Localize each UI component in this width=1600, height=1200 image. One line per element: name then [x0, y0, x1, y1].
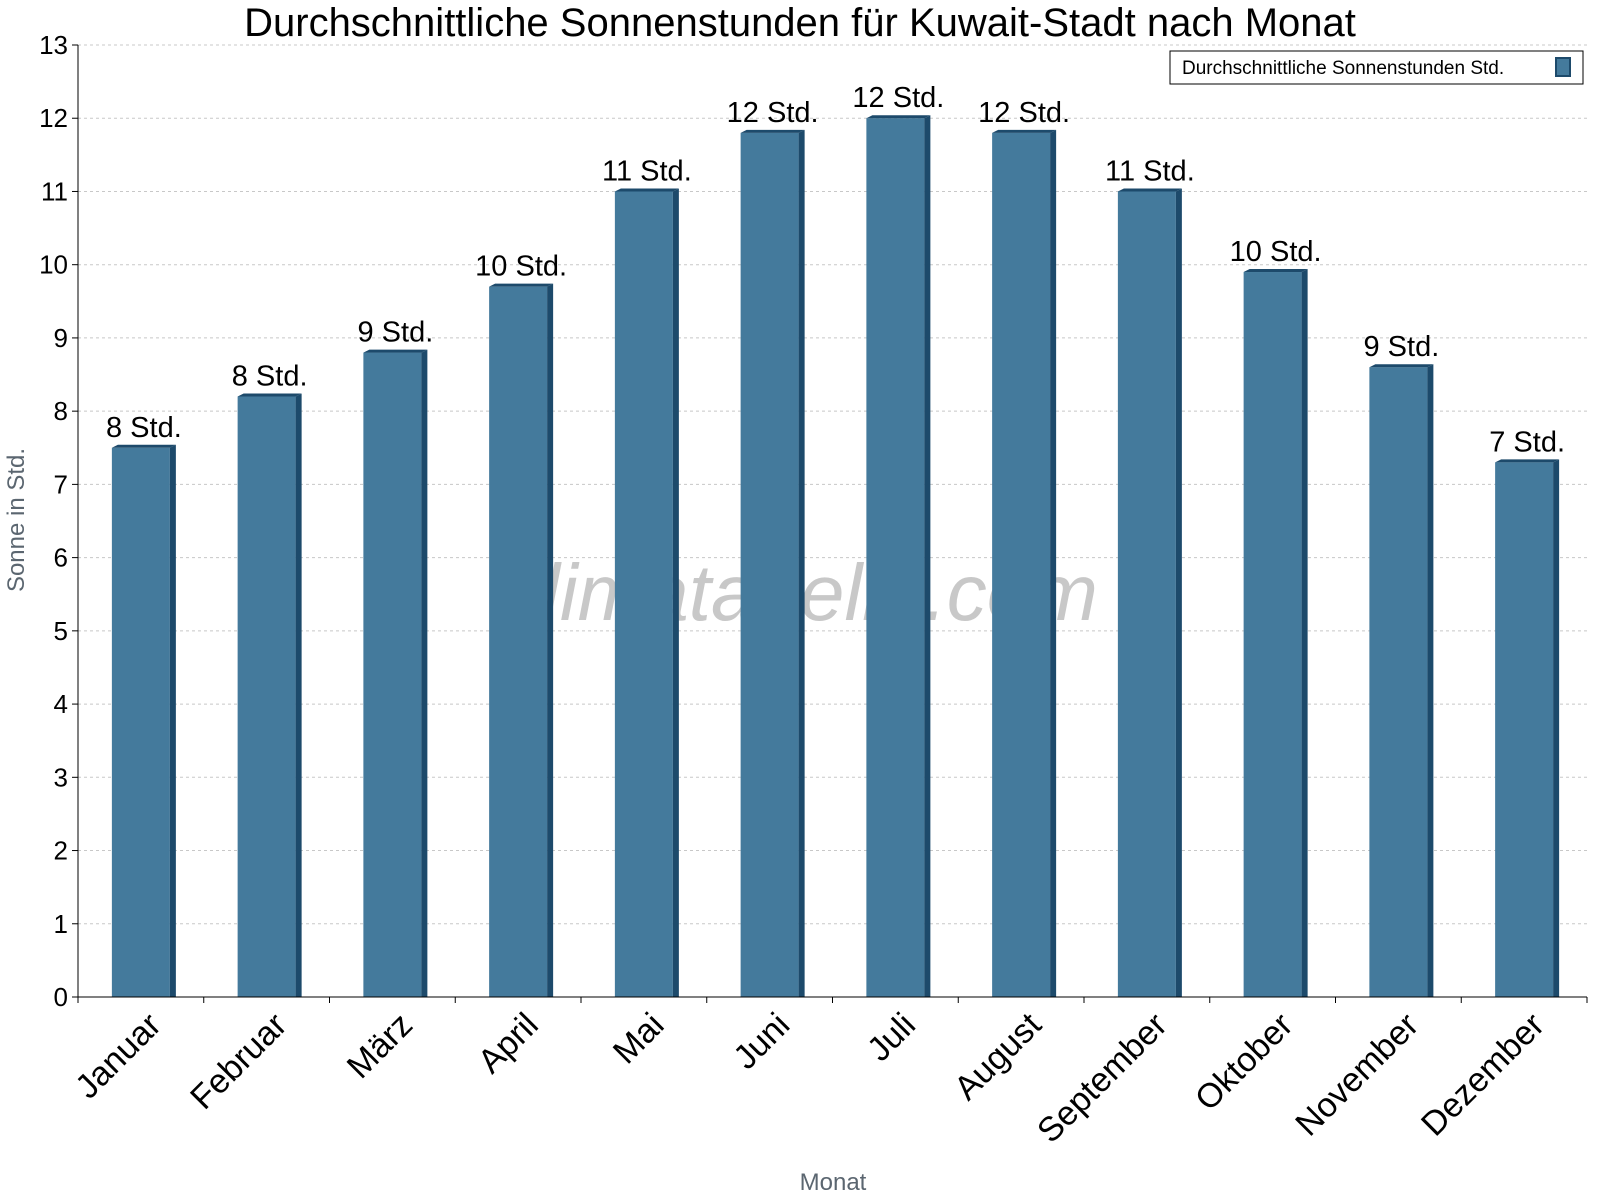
x-tick-label: Dezember [1414, 1006, 1552, 1144]
bar-side [924, 115, 931, 997]
data-label: 11 Std. [1105, 155, 1195, 187]
y-tick-label: 13 [39, 30, 68, 60]
bar-side [295, 393, 302, 997]
y-tick-label: 11 [41, 176, 68, 206]
grid-lines [78, 44, 1587, 925]
bar [237, 396, 296, 997]
y-tick-label: 9 [54, 323, 68, 353]
y-tick-label: 8 [54, 396, 68, 426]
bar [740, 132, 799, 997]
y-tick-label: 0 [54, 982, 68, 1012]
y-tick-label: 2 [54, 836, 68, 866]
data-label: 12 Std. [852, 82, 944, 114]
bar-side [421, 349, 428, 998]
data-label: 10 Std. [475, 251, 567, 283]
x-tick-label: November [1288, 1006, 1426, 1144]
bar-top [111, 444, 176, 448]
bar-top [1243, 269, 1308, 273]
bar-side [547, 283, 554, 998]
y-tick-label: 7 [54, 469, 68, 499]
y-tick-label: 3 [54, 762, 68, 792]
bar [866, 118, 925, 997]
bar-top [489, 283, 554, 287]
data-label: 10 Std. [1230, 236, 1322, 268]
y-tick-label: 12 [39, 103, 68, 133]
bar-side [1553, 459, 1560, 997]
bar-top [363, 349, 428, 353]
y-axis-title: Sonne in Std. [3, 448, 30, 592]
data-label: 8 Std. [232, 361, 308, 393]
legend: Durchschnittliche Sonnenstunden Std. [1169, 50, 1584, 85]
bar-top [740, 129, 805, 133]
bar-top [992, 129, 1057, 133]
x-tick-label: Januar [68, 1006, 168, 1106]
legend-swatch [1555, 57, 1571, 77]
bar [614, 191, 673, 997]
x-tick-label: März [340, 1006, 420, 1086]
bar-side [798, 129, 805, 997]
bar-top [237, 393, 302, 397]
bar [111, 447, 170, 997]
bar [1243, 272, 1302, 997]
y-tick-label: 1 [54, 909, 68, 939]
data-label: 11 Std. [602, 155, 692, 187]
x-tick-label: April [471, 1006, 546, 1081]
data-label: 8 Std. [106, 412, 182, 444]
y-tick-label: 6 [54, 543, 68, 573]
bar [489, 286, 548, 998]
bar-top [1117, 188, 1182, 192]
data-label: 7 Std. [1489, 426, 1565, 458]
x-tick-label: Mai [606, 1006, 672, 1072]
bar-side [1427, 364, 1434, 997]
data-label: 12 Std. [727, 97, 819, 129]
legend-entry-label: Durchschnittliche Sonnenstunden Std. [1182, 58, 1504, 79]
x-tick-label: September [1030, 1006, 1174, 1150]
bars [111, 115, 1560, 998]
bar [1495, 462, 1554, 997]
bar-top [1495, 459, 1560, 463]
bar-side [672, 188, 679, 997]
data-label: 12 Std. [978, 97, 1070, 129]
bar-top [614, 188, 679, 192]
bar [1117, 191, 1176, 997]
x-tick-label: Oktober [1188, 1006, 1300, 1118]
bar-side [1175, 188, 1182, 997]
y-tick-label: 5 [54, 616, 68, 646]
x-tick-label: Juli [860, 1006, 923, 1069]
bar-side [1050, 129, 1057, 997]
bar [1369, 367, 1428, 997]
legend-box [1169, 50, 1584, 85]
x-axis-title: Monat [800, 1169, 867, 1196]
x-tick-label: Juni [726, 1006, 797, 1077]
chart-title: Durchschnittliche Sonnenstunden für Kuwa… [244, 1, 1356, 45]
x-tick-label: August [947, 1005, 1049, 1107]
bar [363, 352, 422, 998]
bar-side [1301, 269, 1308, 997]
data-label: 9 Std. [1363, 331, 1439, 363]
bar-side [169, 444, 176, 997]
data-label: 9 Std. [357, 317, 433, 349]
data-labels: 8 Std. 8 Std. 9 Std. 10 Std. 11 Std. 12 Std. 1… [106, 82, 1565, 458]
x-tick-label: Februar [183, 1006, 294, 1117]
y-tick-label: 10 [39, 250, 68, 280]
bar [992, 132, 1051, 997]
bar-top [866, 115, 931, 119]
bar-top [1369, 364, 1434, 368]
y-tick-label: 4 [54, 689, 68, 719]
